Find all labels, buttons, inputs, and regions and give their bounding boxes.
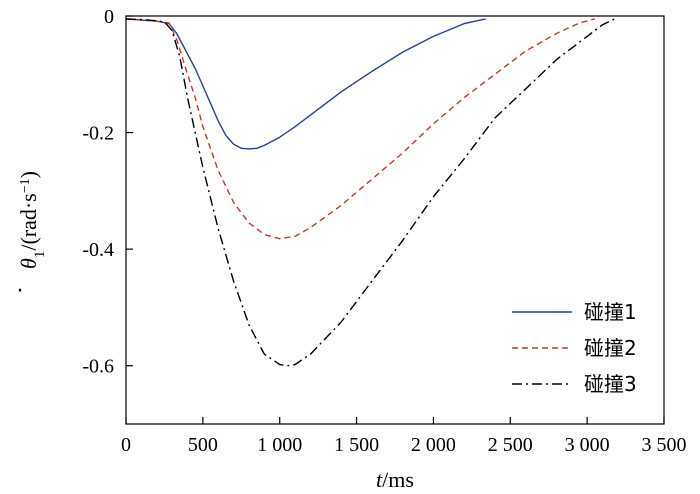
axes: 0 500 1 000 1 500 2 000 2 500 3 000 3 500 0 -0.2 -… — [82, 6, 686, 456]
x-tick-label: 500 — [188, 434, 218, 456]
plot-lines — [125, 18, 616, 367]
x-axis-title: t/ms — [376, 467, 414, 492]
y-tick-label: -0.2 — [82, 123, 114, 145]
y-axis-close: ) — [16, 171, 41, 178]
legend: 碰撞1 碰撞2 碰撞3 — [512, 300, 637, 396]
x-tick-label: 2 000 — [411, 434, 456, 456]
series-line-3 — [125, 18, 616, 367]
legend-label-3: 碰撞3 — [584, 372, 637, 396]
y-tick-label: 0 — [104, 6, 114, 28]
x-tick-label: 1 000 — [257, 434, 302, 456]
y-tick-label: -0.6 — [82, 356, 114, 378]
y-axis-symbol: θ — [16, 258, 41, 269]
x-tick-label: 3 500 — [642, 434, 687, 456]
y-tick-label: -0.4 — [82, 239, 114, 261]
y-axis-derivative-dot: · — [17, 279, 24, 304]
series-line-1 — [125, 18, 486, 150]
y-axis-title: θ1/(rad·s−1) — [16, 171, 48, 269]
x-axis-variable: t — [376, 467, 383, 492]
plot-frame — [125, 15, 665, 425]
legend-label-2: 碰撞2 — [584, 336, 637, 360]
y-axis-subscript: 1 — [32, 251, 48, 259]
series-line-2 — [125, 18, 595, 240]
x-tick-label: 3 000 — [565, 434, 610, 456]
y-axis-rest: /(rad·s — [16, 193, 41, 250]
y-axis-superscript: −1 — [18, 178, 33, 193]
x-tick-label: 0 — [121, 434, 131, 456]
x-tick-label: 1 500 — [334, 434, 379, 456]
legend-label-1: 碰撞1 — [584, 300, 637, 324]
x-axis-unit: /ms — [382, 467, 414, 492]
x-tick-label: 2 500 — [488, 434, 533, 456]
